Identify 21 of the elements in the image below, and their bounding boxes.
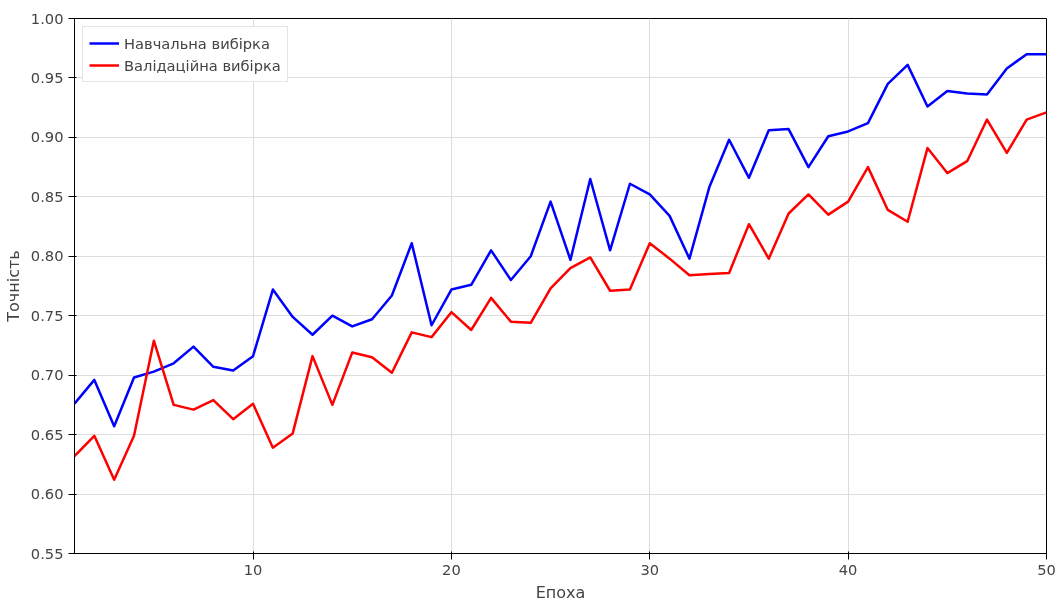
x-tick-label: 50 — [1037, 560, 1056, 578]
y-tick-label: 0.80 — [30, 247, 64, 265]
y-tick-label: 0.90 — [30, 128, 64, 146]
y-axis-title: Точність — [3, 250, 23, 323]
x-axis-title: Епоха — [535, 582, 586, 602]
x-tick-label: 40 — [838, 560, 858, 578]
y-tick-label: 0.95 — [30, 68, 64, 86]
x-tick-label: 20 — [442, 560, 461, 578]
line-series — [74, 52, 1047, 428]
legend-label: Навчальна вибірка — [124, 34, 270, 52]
line-series — [74, 111, 1047, 482]
y-tick-label: 0.65 — [30, 425, 64, 443]
x-tick-label: 10 — [243, 560, 263, 578]
y-tick-label: 0.75 — [30, 306, 64, 324]
y-tick-label: 0.85 — [30, 187, 64, 205]
legend-label: Валідаційна вибірка — [124, 56, 281, 74]
y-tick-label: 0.55 — [30, 544, 64, 562]
y-tick-label: 1.00 — [30, 9, 64, 27]
y-tick-label: 0.60 — [30, 485, 64, 503]
x-tick-label: 30 — [640, 560, 660, 578]
y-tick-label: 0.70 — [30, 366, 64, 384]
